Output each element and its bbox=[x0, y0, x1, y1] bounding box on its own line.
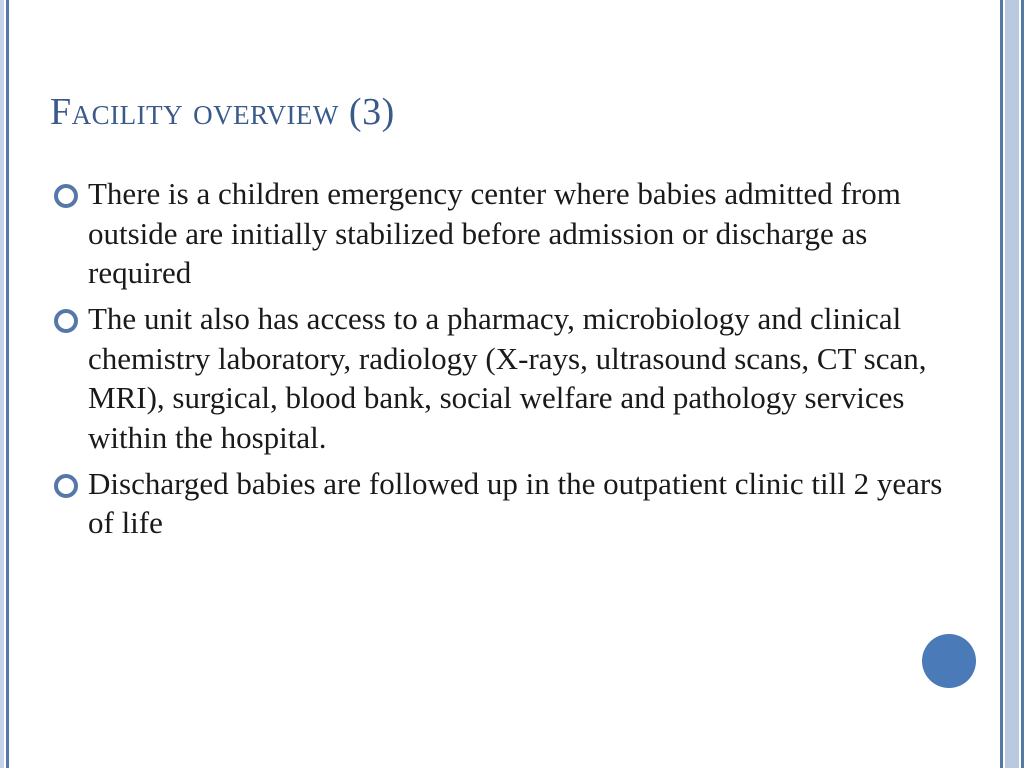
right-border-decoration bbox=[1000, 0, 1024, 768]
list-item: Discharged babies are followed up in the… bbox=[50, 464, 970, 543]
list-item: There is a children emergency center whe… bbox=[50, 174, 970, 293]
circle-decoration-icon bbox=[922, 634, 976, 688]
left-border-decoration bbox=[0, 0, 12, 768]
slide-content: Facility overview (3) There is a childre… bbox=[50, 90, 970, 549]
slide-title: Facility overview (3) bbox=[50, 90, 970, 134]
list-item: The unit also has access to a pharmacy, … bbox=[50, 299, 970, 458]
bullet-list: There is a children emergency center whe… bbox=[50, 174, 970, 543]
